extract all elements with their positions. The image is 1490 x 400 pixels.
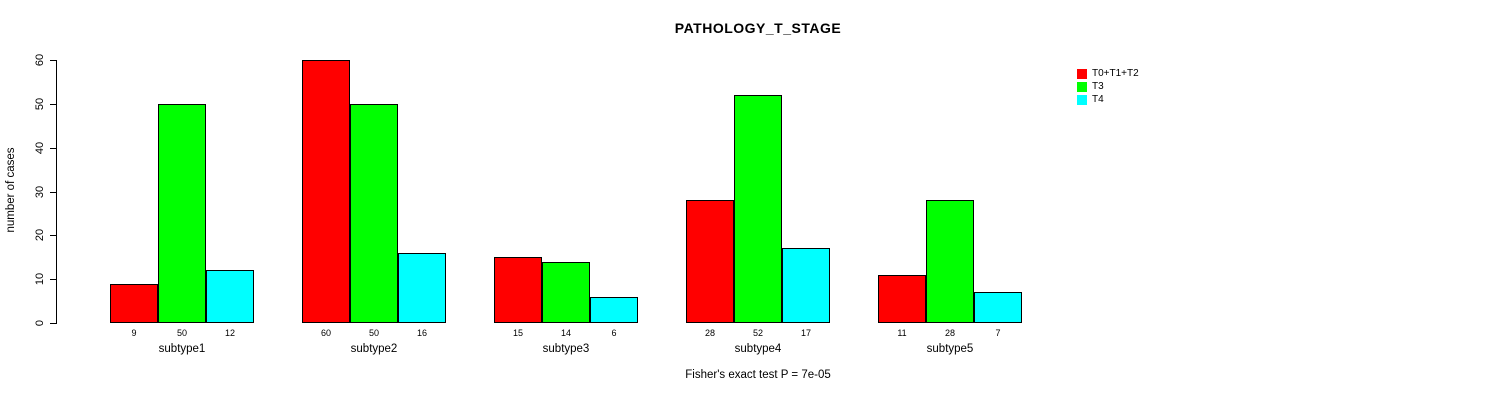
legend-swatch-icon xyxy=(1077,68,1087,79)
bar-t3 xyxy=(158,104,206,323)
y-tick-mark xyxy=(50,147,56,149)
bar-value-label: 7 xyxy=(995,328,1001,338)
bar-value-label: 50 xyxy=(368,328,379,338)
y-tick-label: 60 xyxy=(34,53,46,67)
y-axis-label: number of cases xyxy=(5,147,17,233)
bar-value-label: 17 xyxy=(800,328,811,338)
legend-label: T4 xyxy=(1092,94,1104,105)
category-label: subtype2 xyxy=(350,343,398,355)
bar-value-label: 15 xyxy=(512,328,523,338)
bar-value-label: 28 xyxy=(704,328,715,338)
bar-t0-t1-t2 xyxy=(302,60,350,323)
bar-t4 xyxy=(974,292,1022,323)
y-tick-mark xyxy=(50,191,56,193)
bar-value-label: 14 xyxy=(560,328,571,338)
y-tick-mark xyxy=(50,60,56,61)
caption-text: Fisher's exact test P = 7e-05 xyxy=(685,369,831,381)
bar-t3 xyxy=(350,104,398,323)
y-tick-mark xyxy=(50,323,56,324)
bar-t3 xyxy=(734,95,782,323)
legend-item: T4 xyxy=(1077,93,1139,106)
bar-value-label: 60 xyxy=(320,328,331,338)
y-tick-label: 20 xyxy=(34,229,46,242)
bar-t3 xyxy=(926,200,974,323)
bar-value-label: 11 xyxy=(897,328,907,338)
y-tick-label: 40 xyxy=(34,141,46,154)
y-tick-mark xyxy=(50,279,56,281)
legend-swatch-icon xyxy=(1077,94,1087,105)
bar-value-label: 52 xyxy=(752,328,763,338)
legend-label: T0+T1+T2 xyxy=(1092,68,1139,79)
bar-t3 xyxy=(542,262,590,323)
y-tick-mark xyxy=(50,235,56,237)
y-tick-label: 30 xyxy=(34,185,46,198)
category-label: subtype3 xyxy=(542,343,590,355)
category-label: subtype1 xyxy=(158,343,206,355)
bar-value-label: 12 xyxy=(224,328,235,338)
y-axis-line xyxy=(56,60,57,324)
bar-t4 xyxy=(398,253,446,323)
bar-t4 xyxy=(782,248,830,323)
legend-label: T3 xyxy=(1092,81,1104,92)
y-tick-label: 0 xyxy=(34,319,46,327)
y-tick-label: 10 xyxy=(34,273,46,286)
legend-swatch-icon xyxy=(1077,81,1087,92)
bar-t0-t1-t2 xyxy=(686,200,734,323)
legend-item: T0+T1+T2 xyxy=(1077,67,1139,80)
bar-t0-t1-t2 xyxy=(878,275,926,323)
bar-value-label: 16 xyxy=(416,328,427,338)
bar-t0-t1-t2 xyxy=(494,257,542,323)
bar-value-label: 9 xyxy=(131,328,137,338)
bar-t4 xyxy=(590,297,638,323)
bar-value-label: 28 xyxy=(944,328,955,338)
chart-title: PATHOLOGY_T_STAGE xyxy=(674,20,842,36)
bar-value-label: 6 xyxy=(611,328,617,338)
category-label: subtype5 xyxy=(926,343,974,355)
y-tick-mark xyxy=(50,103,56,105)
legend: T0+T1+T2 T3 T4 xyxy=(1077,67,1139,106)
bar-t4 xyxy=(206,270,254,323)
category-label: subtype4 xyxy=(734,343,782,355)
y-tick-label: 50 xyxy=(34,97,46,110)
legend-item: T3 xyxy=(1077,80,1139,93)
bar-t0-t1-t2 xyxy=(110,284,158,323)
bar-value-label: 50 xyxy=(176,328,187,338)
